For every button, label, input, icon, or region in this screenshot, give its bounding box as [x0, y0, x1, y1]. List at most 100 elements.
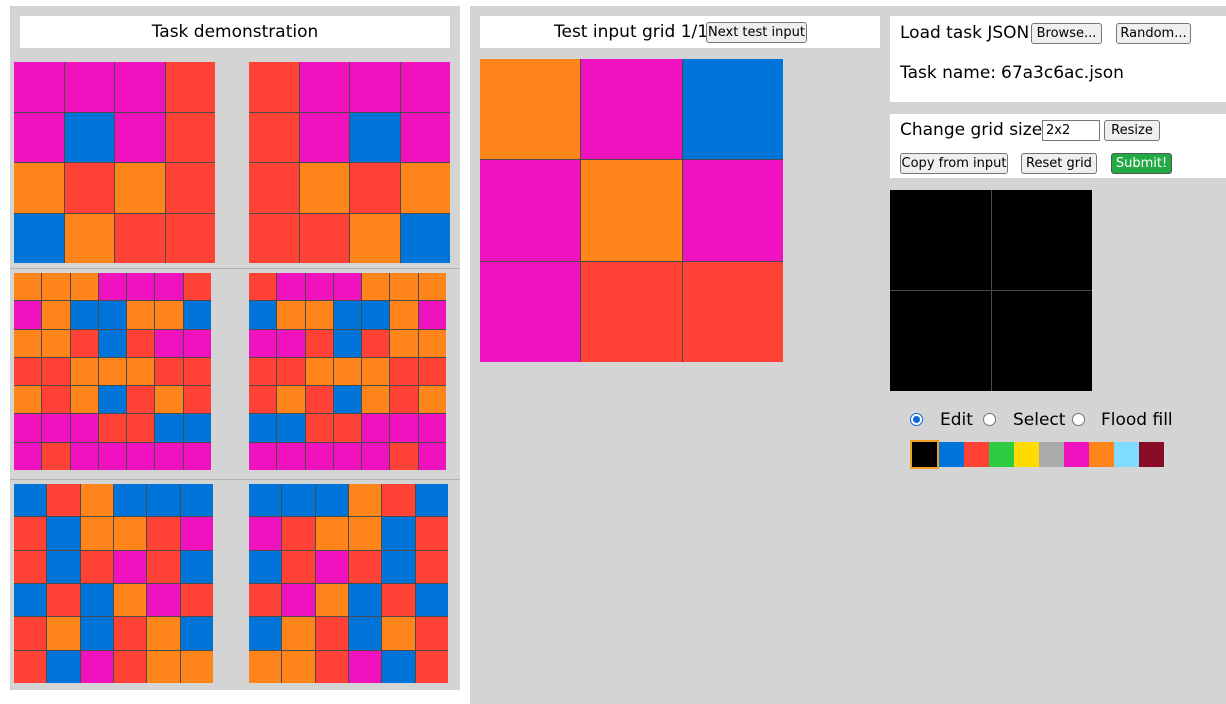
submit-button[interactable]: Submit!	[1111, 153, 1172, 174]
grid-cell	[350, 213, 400, 263]
grid-cell	[180, 550, 213, 583]
grid-cell	[47, 583, 80, 617]
grid-cell	[382, 484, 415, 517]
output-cell[interactable]	[991, 291, 1092, 391]
resize-button[interactable]: Resize	[1104, 120, 1160, 141]
grid-cell	[299, 213, 349, 263]
grid-cell	[165, 62, 215, 112]
grid-cell	[14, 112, 64, 162]
grid-cell	[14, 301, 42, 329]
grid-cell	[249, 163, 299, 213]
grid-cell	[382, 617, 415, 650]
task-name-value: 67a3c6ac.json	[1001, 63, 1124, 83]
grid-cell	[480, 160, 581, 261]
grid-cell	[42, 414, 70, 442]
color-swatch[interactable]	[964, 442, 989, 467]
color-swatch[interactable]	[1064, 442, 1089, 467]
grid-cell	[333, 442, 362, 470]
grid-cell	[415, 550, 448, 583]
color-swatch[interactable]	[1039, 442, 1064, 467]
grid-cell	[418, 386, 446, 414]
grid-cell	[299, 112, 349, 162]
browse-button[interactable]: Browse...	[1031, 23, 1102, 44]
grid-cell	[350, 62, 400, 112]
pair-divider	[10, 268, 460, 269]
color-swatch[interactable]	[1114, 442, 1139, 467]
grid-cell	[183, 273, 211, 301]
edit-mode-radio[interactable]	[910, 413, 923, 426]
grid-cell	[249, 617, 282, 650]
grid-cell	[348, 517, 382, 550]
grid-cell	[115, 213, 165, 263]
grid-cell	[400, 112, 450, 162]
color-swatch[interactable]	[939, 442, 964, 467]
grid-cell	[147, 583, 180, 617]
grid-size-input[interactable]	[1042, 120, 1100, 141]
grid-cell	[382, 650, 415, 683]
grid-cell	[180, 650, 213, 683]
grid-cell	[249, 550, 282, 583]
output-cell[interactable]	[890, 291, 991, 391]
grid-cell	[249, 583, 282, 617]
random-button[interactable]: Random...	[1116, 23, 1191, 44]
demonstration-title: Task demonstration	[20, 16, 450, 48]
grid-cell	[400, 213, 450, 263]
grid-cell	[400, 62, 450, 112]
grid-cell	[249, 517, 282, 550]
output-cell[interactable]	[890, 190, 991, 290]
grid-cell	[70, 442, 98, 470]
grid-cell	[42, 329, 70, 357]
grid-cell	[155, 442, 183, 470]
grid-cell	[64, 62, 114, 112]
grid-cell	[127, 414, 155, 442]
grid-cell	[98, 386, 127, 414]
grid-cell	[480, 261, 581, 362]
grid-cell	[277, 442, 305, 470]
grid-cell	[277, 357, 305, 386]
grid-cell	[147, 517, 180, 550]
grid-cell	[480, 59, 581, 160]
grid-cell	[14, 442, 42, 470]
grid-cell	[183, 442, 211, 470]
grid-cell	[682, 59, 783, 160]
grid-cell	[155, 386, 183, 414]
grid-cell	[249, 650, 282, 683]
demo-output-grid-3	[249, 484, 448, 683]
grid-cell	[315, 617, 348, 650]
grid-cell	[418, 273, 446, 301]
demo-output-grid-2	[249, 273, 446, 470]
grid-cell	[14, 517, 47, 550]
grid-cell	[305, 357, 333, 386]
reset-grid-button[interactable]: Reset grid	[1021, 153, 1097, 174]
grid-cell	[42, 301, 70, 329]
grid-cell	[249, 357, 277, 386]
grid-cell	[277, 414, 305, 442]
load-task-label: Load task JSON:	[900, 23, 1036, 43]
grid-cell	[305, 386, 333, 414]
output-cell[interactable]	[991, 190, 1092, 290]
color-swatch[interactable]	[989, 442, 1014, 467]
grid-cell	[42, 273, 70, 301]
color-swatch[interactable]	[1089, 442, 1114, 467]
flood-fill-mode-radio[interactable]	[1072, 413, 1085, 426]
color-swatch[interactable]	[1014, 442, 1039, 467]
next-test-input-button[interactable]: Next test input	[706, 22, 807, 43]
copy-from-input-button[interactable]: Copy from input	[900, 153, 1008, 174]
grid-cell	[249, 386, 277, 414]
grid-cell	[113, 550, 147, 583]
grid-cell	[14, 273, 42, 301]
load-task-box: Load task JSON: Browse... Random... Task…	[890, 16, 1226, 102]
edit-mode-label: Edit	[940, 410, 973, 430]
grid-cell	[348, 550, 382, 583]
grid-cell	[115, 163, 165, 213]
color-swatch[interactable]	[1139, 442, 1164, 467]
select-mode-radio[interactable]	[983, 413, 996, 426]
color-swatch[interactable]	[910, 440, 939, 469]
change-grid-size-label: Change grid size:	[900, 120, 1048, 140]
grid-cell	[362, 442, 390, 470]
output-grid-editor[interactable]	[890, 190, 1092, 391]
grid-cell	[333, 357, 362, 386]
grid-cell	[382, 517, 415, 550]
grid-cell	[333, 273, 362, 301]
grid-cell	[14, 617, 47, 650]
